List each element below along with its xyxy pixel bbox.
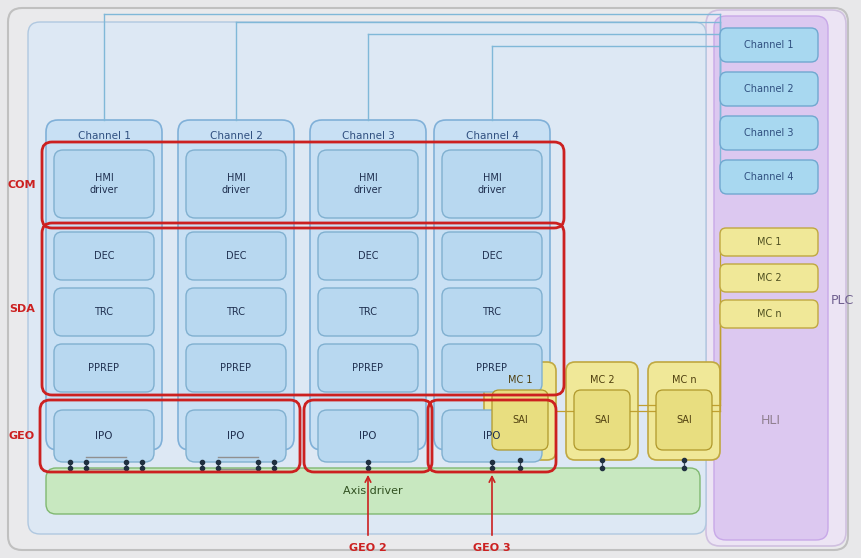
FancyBboxPatch shape bbox=[719, 300, 817, 328]
Text: IPO: IPO bbox=[227, 431, 245, 441]
FancyBboxPatch shape bbox=[719, 72, 817, 106]
FancyBboxPatch shape bbox=[54, 288, 154, 336]
FancyBboxPatch shape bbox=[442, 150, 542, 218]
FancyBboxPatch shape bbox=[310, 120, 425, 450]
FancyBboxPatch shape bbox=[483, 362, 555, 460]
Text: Channel 4: Channel 4 bbox=[465, 131, 517, 141]
Text: Axis driver: Axis driver bbox=[343, 486, 402, 496]
Text: SAI: SAI bbox=[675, 415, 691, 425]
FancyBboxPatch shape bbox=[318, 410, 418, 462]
FancyBboxPatch shape bbox=[46, 120, 162, 450]
Text: GEO: GEO bbox=[9, 431, 35, 441]
Text: TRC: TRC bbox=[482, 307, 501, 317]
FancyBboxPatch shape bbox=[54, 150, 154, 218]
Text: Channel 2: Channel 2 bbox=[743, 84, 793, 94]
FancyBboxPatch shape bbox=[46, 468, 699, 514]
FancyBboxPatch shape bbox=[719, 160, 817, 194]
Text: HMI
driver: HMI driver bbox=[353, 173, 382, 195]
Text: Channel 2: Channel 2 bbox=[209, 131, 262, 141]
FancyBboxPatch shape bbox=[54, 232, 154, 280]
FancyBboxPatch shape bbox=[719, 264, 817, 292]
Text: Channel 1: Channel 1 bbox=[77, 131, 130, 141]
FancyBboxPatch shape bbox=[719, 116, 817, 150]
Text: HMI
driver: HMI driver bbox=[477, 173, 505, 195]
Text: DEC: DEC bbox=[481, 251, 502, 261]
Text: TRC: TRC bbox=[95, 307, 114, 317]
Text: HLI: HLI bbox=[760, 413, 780, 426]
Text: Channel 4: Channel 4 bbox=[743, 172, 793, 182]
Text: SAI: SAI bbox=[511, 415, 527, 425]
FancyBboxPatch shape bbox=[566, 362, 637, 460]
FancyBboxPatch shape bbox=[655, 390, 711, 450]
Text: PPREP: PPREP bbox=[220, 363, 251, 373]
FancyBboxPatch shape bbox=[442, 288, 542, 336]
FancyBboxPatch shape bbox=[573, 390, 629, 450]
Text: MC 1: MC 1 bbox=[507, 375, 531, 385]
Text: Channel 1: Channel 1 bbox=[743, 40, 793, 50]
FancyBboxPatch shape bbox=[433, 120, 549, 450]
Text: GEO 3: GEO 3 bbox=[473, 543, 511, 553]
FancyBboxPatch shape bbox=[318, 288, 418, 336]
Text: PPREP: PPREP bbox=[89, 363, 120, 373]
FancyBboxPatch shape bbox=[54, 344, 154, 392]
Text: DEC: DEC bbox=[226, 251, 246, 261]
Text: DEC: DEC bbox=[94, 251, 115, 261]
FancyBboxPatch shape bbox=[54, 410, 154, 462]
Text: HMI
driver: HMI driver bbox=[221, 173, 250, 195]
FancyBboxPatch shape bbox=[318, 344, 418, 392]
Text: SAI: SAI bbox=[593, 415, 610, 425]
Text: COM: COM bbox=[8, 180, 36, 190]
FancyBboxPatch shape bbox=[8, 8, 847, 550]
Text: Channel 3: Channel 3 bbox=[341, 131, 394, 141]
Text: IPO: IPO bbox=[359, 431, 376, 441]
Text: IPO: IPO bbox=[483, 431, 500, 441]
Text: Channel 3: Channel 3 bbox=[743, 128, 793, 138]
FancyBboxPatch shape bbox=[318, 150, 418, 218]
Text: PPREP: PPREP bbox=[476, 363, 507, 373]
Text: MC 2: MC 2 bbox=[589, 375, 614, 385]
FancyBboxPatch shape bbox=[713, 16, 827, 540]
FancyBboxPatch shape bbox=[186, 344, 286, 392]
FancyBboxPatch shape bbox=[705, 10, 845, 546]
Text: DEC: DEC bbox=[357, 251, 378, 261]
FancyBboxPatch shape bbox=[186, 232, 286, 280]
Text: IPO: IPO bbox=[95, 431, 113, 441]
FancyBboxPatch shape bbox=[442, 232, 542, 280]
Text: TRC: TRC bbox=[358, 307, 377, 317]
FancyBboxPatch shape bbox=[318, 232, 418, 280]
Text: MC 1: MC 1 bbox=[756, 237, 780, 247]
Text: GEO 2: GEO 2 bbox=[349, 543, 387, 553]
FancyBboxPatch shape bbox=[492, 390, 548, 450]
FancyBboxPatch shape bbox=[719, 228, 817, 256]
FancyBboxPatch shape bbox=[186, 150, 286, 218]
FancyBboxPatch shape bbox=[28, 22, 705, 534]
Text: PPREP: PPREP bbox=[352, 363, 383, 373]
FancyBboxPatch shape bbox=[186, 288, 286, 336]
Text: SDA: SDA bbox=[9, 304, 35, 314]
FancyBboxPatch shape bbox=[186, 410, 286, 462]
FancyBboxPatch shape bbox=[647, 362, 719, 460]
FancyBboxPatch shape bbox=[719, 28, 817, 62]
FancyBboxPatch shape bbox=[177, 120, 294, 450]
Text: TRC: TRC bbox=[226, 307, 245, 317]
Text: MC 2: MC 2 bbox=[756, 273, 780, 283]
FancyBboxPatch shape bbox=[442, 344, 542, 392]
Text: PLC: PLC bbox=[829, 294, 852, 306]
Text: MC n: MC n bbox=[671, 375, 696, 385]
Text: MC n: MC n bbox=[756, 309, 780, 319]
Text: HMI
driver: HMI driver bbox=[90, 173, 118, 195]
FancyBboxPatch shape bbox=[442, 410, 542, 462]
